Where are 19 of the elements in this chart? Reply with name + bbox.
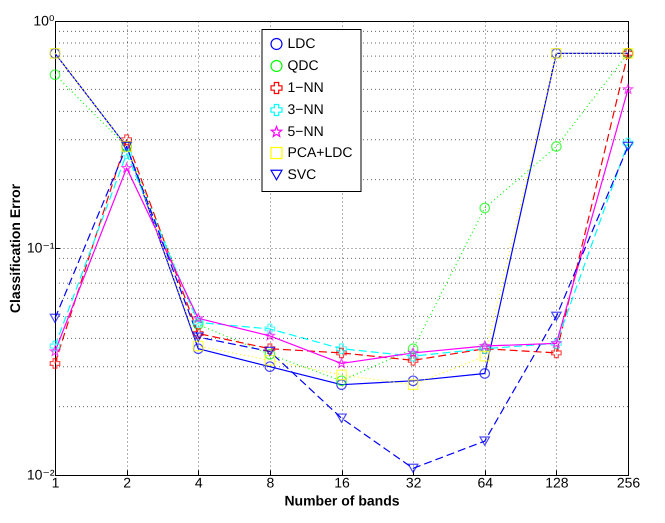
x-tick-label: 2	[123, 474, 132, 490]
x-tick-label: 8	[266, 474, 274, 490]
y-tick-label: 10⁻¹	[26, 240, 55, 256]
x-tick-label: 4	[194, 474, 203, 490]
x-tick-label: 128	[545, 474, 569, 490]
x-tick-label: 32	[406, 474, 422, 490]
y-tick-label: 10⁰	[33, 12, 55, 28]
x-axis-title: Number of bands	[284, 492, 400, 508]
legend-label: PCA+LDC	[288, 144, 352, 160]
legend-label: LDC	[288, 35, 316, 51]
legend-label: 1−NN	[288, 79, 324, 95]
x-tick-label: 256	[616, 474, 640, 490]
y-axis-title: Classification Error	[6, 183, 23, 314]
x-tick-label: 64	[477, 474, 494, 490]
x-tick-label: 16	[334, 474, 350, 490]
legend-label: QDC	[288, 57, 319, 73]
legend-label: SVC	[288, 166, 316, 182]
legend-label: 5−NN	[288, 123, 324, 139]
legend-label: 3−NN	[288, 101, 324, 117]
